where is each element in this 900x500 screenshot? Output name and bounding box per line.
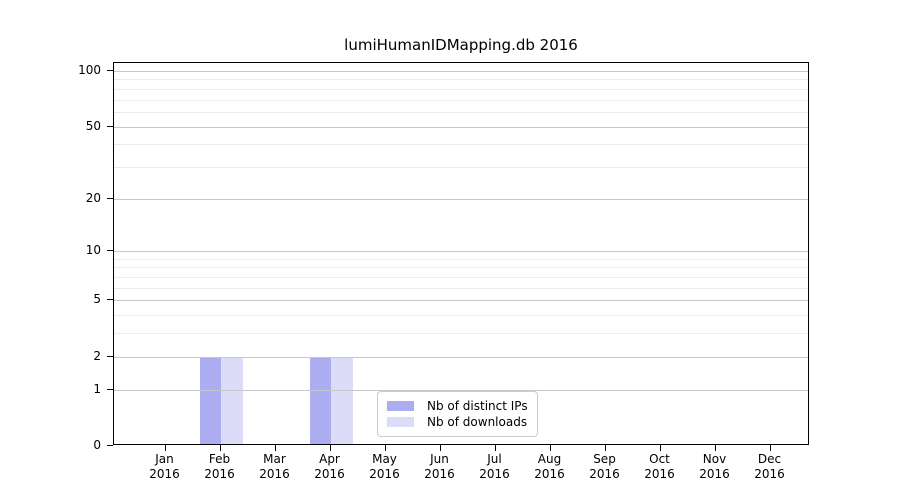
- x-tick-nov: [714, 445, 716, 451]
- y-tick-0: [107, 445, 113, 446]
- x-tick-jul: [494, 445, 496, 451]
- x-tick-apr: [329, 445, 331, 451]
- x-tick-label-dec: Dec 2016: [754, 452, 785, 481]
- x-tick-label-mar: Mar 2016: [259, 452, 290, 481]
- plot-inner: [114, 63, 808, 444]
- y-tick-label-5: 5: [93, 292, 101, 307]
- y-tick-label-2: 2: [93, 348, 101, 363]
- legend-swatch-distinct-ips-icon: [387, 401, 414, 411]
- x-tick-oct: [659, 445, 661, 451]
- gridline-major-2: [114, 356, 808, 358]
- y-tick-label-0: 0: [93, 438, 101, 452]
- gridline-minor-40: [114, 144, 808, 146]
- gridline-major-5: [114, 300, 808, 302]
- gridline-major-20: [114, 198, 808, 200]
- x-tick-label-feb: Feb 2016: [204, 452, 235, 481]
- y-tick-50: [107, 125, 113, 127]
- bar-downloads-feb: [220, 356, 243, 444]
- chart-title: lumiHumanIDMapping.db 2016: [344, 36, 578, 54]
- gridline-major-100: [114, 71, 808, 72]
- gridline-minor-7: [114, 277, 808, 279]
- x-tick-sep: [604, 445, 606, 451]
- gridline-major-10: [114, 251, 808, 253]
- y-tick-100: [107, 70, 113, 71]
- gridline-minor-6: [114, 287, 808, 289]
- plot-area: [113, 62, 809, 445]
- legend-item-downloads: Nb of downloads: [387, 415, 528, 429]
- legend-swatch-downloads-icon: [387, 417, 414, 427]
- x-tick-may: [384, 445, 386, 451]
- gridline-minor-80: [114, 88, 808, 90]
- gridline-minor-70: [114, 99, 808, 101]
- x-tick-jun: [439, 445, 441, 451]
- y-tick-5: [107, 299, 113, 301]
- legend-label-downloads: Nb of downloads: [427, 415, 528, 429]
- y-tick-10: [107, 250, 113, 252]
- gridline-minor-9: [114, 258, 808, 260]
- x-tick-feb: [219, 445, 221, 451]
- x-tick-jan: [164, 445, 166, 451]
- y-tick-label-1: 1: [93, 381, 101, 396]
- x-tick-label-jul: Jul 2016: [479, 452, 510, 481]
- x-tick-label-jan: Jan 2016: [149, 452, 180, 481]
- gridline-minor-30: [114, 166, 808, 168]
- x-tick-mar: [274, 445, 276, 451]
- y-tick-20: [107, 197, 113, 199]
- y-tick-2: [107, 355, 113, 357]
- x-tick-label-apr: Apr 2016: [314, 452, 345, 481]
- gridline-minor-60: [114, 111, 808, 113]
- x-tick-label-sep: Sep 2016: [589, 452, 620, 481]
- y-tick-label-10: 10: [85, 243, 101, 258]
- legend: Nb of distinct IPs Nb of downloads: [377, 391, 538, 437]
- bar-distinct-ips-feb: [199, 356, 221, 444]
- gridline-major-50: [114, 126, 808, 128]
- x-tick-label-may: May 2016: [369, 452, 400, 481]
- bar-distinct-ips-apr: [309, 356, 331, 444]
- x-tick-label-oct: Oct 2016: [644, 452, 675, 481]
- gridline-minor-4: [114, 315, 808, 317]
- x-tick-dec: [769, 445, 771, 451]
- legend-label-distinct-ips: Nb of distinct IPs: [427, 399, 528, 413]
- gridline-minor-3: [114, 333, 808, 335]
- y-tick-label-20: 20: [85, 190, 101, 205]
- y-tick-1: [107, 388, 113, 390]
- y-tick-label-50: 50: [85, 118, 101, 133]
- bar-downloads-apr: [330, 356, 353, 444]
- gridline-minor-8: [114, 267, 808, 269]
- y-tick-label-100: 100: [78, 63, 101, 77]
- x-tick-label-jun: Jun 2016: [424, 452, 455, 481]
- x-tick-label-nov: Nov 2016: [699, 452, 730, 481]
- x-tick-label-aug: Aug 2016: [534, 452, 565, 481]
- gridline-minor-90: [114, 79, 808, 81]
- legend-item-distinct-ips: Nb of distinct IPs: [387, 399, 528, 413]
- x-tick-aug: [549, 445, 551, 451]
- gridline-major-1: [114, 389, 808, 391]
